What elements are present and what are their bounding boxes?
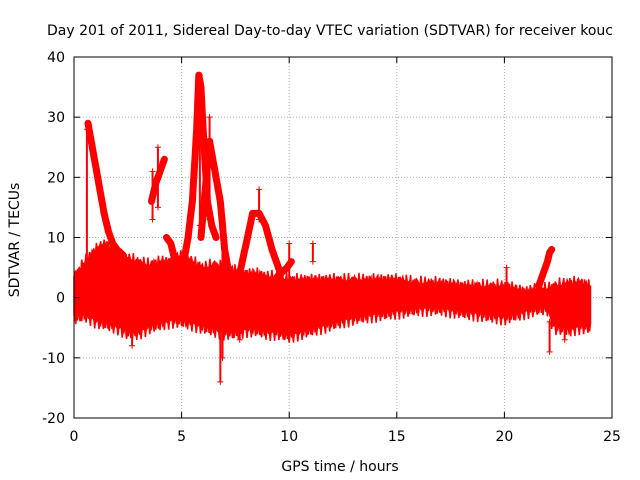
data-arc bbox=[236, 209, 295, 278]
grid-layer bbox=[74, 57, 612, 418]
x-tick-label: 20 bbox=[495, 429, 513, 445]
x-tick-label: 0 bbox=[70, 429, 79, 445]
data-point bbox=[219, 222, 226, 229]
data-point bbox=[561, 324, 568, 331]
x-tick-label: 25 bbox=[603, 429, 621, 445]
y-tick-label: 20 bbox=[47, 170, 65, 186]
data-arc bbox=[84, 119, 127, 259]
y-tick-label: 10 bbox=[47, 231, 65, 247]
x-tick-label: 15 bbox=[388, 429, 406, 445]
data-point bbox=[196, 222, 203, 229]
data-point bbox=[154, 144, 161, 151]
tick-layer: 0 5 10 15 20 25 -20 -10 0 10 20 30 40 bbox=[42, 50, 621, 445]
data-band bbox=[73, 239, 592, 343]
data-point bbox=[129, 324, 136, 331]
y-tick-label: -20 bbox=[42, 411, 65, 427]
data-point bbox=[219, 354, 226, 361]
data-point bbox=[83, 312, 90, 319]
data-layer bbox=[73, 71, 592, 385]
y-tick-label: 40 bbox=[47, 50, 65, 66]
data-point bbox=[149, 168, 156, 175]
data-point bbox=[503, 264, 510, 271]
data-point bbox=[546, 348, 553, 355]
data-point bbox=[503, 282, 510, 289]
data-point bbox=[561, 336, 568, 343]
data-point bbox=[206, 114, 213, 121]
data-point bbox=[286, 294, 293, 301]
y-tick-label: 0 bbox=[56, 291, 65, 307]
data-point bbox=[149, 216, 156, 223]
data-point bbox=[236, 336, 243, 343]
data-point bbox=[309, 258, 316, 265]
data-point bbox=[129, 342, 136, 349]
data-point bbox=[154, 204, 161, 211]
data-point bbox=[83, 126, 90, 133]
x-axis-label: GPS time / hours bbox=[281, 459, 398, 475]
data-point bbox=[196, 72, 203, 79]
data-point bbox=[217, 378, 224, 385]
data-point bbox=[286, 240, 293, 247]
chart-title: Day 201 of 2011, Sidereal Day-to-day VTE… bbox=[47, 23, 613, 39]
data-point bbox=[309, 240, 316, 247]
x-tick-label: 5 bbox=[177, 429, 186, 445]
plot-frame bbox=[73, 56, 613, 419]
data-point bbox=[206, 216, 213, 223]
data-arc bbox=[197, 137, 233, 278]
y-tick-label: 30 bbox=[47, 110, 65, 126]
data-point bbox=[256, 216, 263, 223]
data-arc bbox=[535, 246, 556, 290]
y-tick-label: -10 bbox=[42, 351, 65, 367]
data-point bbox=[256, 186, 263, 193]
x-tick-label: 10 bbox=[280, 429, 298, 445]
y-axis-label: SDTVAR / TECUs bbox=[7, 183, 23, 298]
data-point bbox=[546, 318, 553, 325]
data-point bbox=[236, 294, 243, 301]
